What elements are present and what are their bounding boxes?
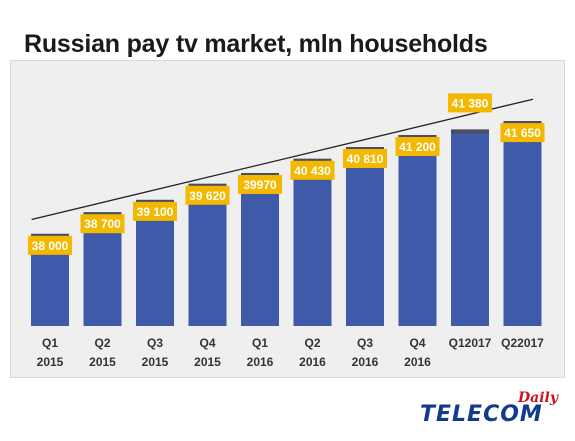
data-label-text: 38 000 [32,239,69,253]
data-label: 41 650 [500,123,545,143]
data-label: 38 700 [80,214,125,234]
bar [241,172,279,326]
bar [188,183,227,326]
data-label-text: 38 700 [84,217,121,231]
data-label: 41 380 [448,93,492,113]
data-label: 38 000 [28,235,72,255]
x-tick-label: Q4 2016 [404,336,431,369]
data-label: 39 100 [133,201,177,221]
bar [398,134,437,326]
x-tick-label: Q4 2015 [194,336,221,369]
data-label-text: 39970 [243,178,277,192]
bar [503,121,542,327]
data-label: 40 810 [343,149,387,169]
x-tick-label: Q2 2015 [89,336,116,369]
data-label-text: 41 650 [504,126,541,140]
data-label: 40 430 [290,160,335,180]
x-tick-label: Q22017 [501,336,544,350]
x-tick-label: Q1 2015 [37,336,64,369]
x-tick-label: Q12017 [449,336,492,350]
data-label: 41 200 [395,136,440,156]
chart-title: Russian pay tv market, mln households [24,30,488,58]
bar [346,147,384,326]
logo-main-text: TELECOM [420,402,543,427]
x-tick-label: Q2 2016 [299,336,326,369]
x-tick-label: Q3 2016 [352,336,379,369]
data-label-text: 39 100 [137,205,174,219]
x-tick-label: Q3 2015 [142,336,169,369]
bar [451,129,489,326]
x-tick-label: Q1 2016 [247,336,274,369]
data-label-text: 39 620 [189,189,226,203]
data-label: 39970 [238,174,282,194]
bar-top-edge [451,129,489,134]
data-label-text: 41 200 [399,140,436,154]
data-label: 39 620 [185,185,230,205]
logo-sub-text: Daily [518,390,558,406]
trend-line [31,98,534,221]
bar [136,199,174,326]
data-label-text: 40 810 [347,152,384,166]
bar [293,158,332,326]
data-label-text: 41 380 [452,96,489,110]
telecom-daily-logo: TELECOM Daily [420,390,565,436]
data-label-text: 40 430 [294,164,331,178]
